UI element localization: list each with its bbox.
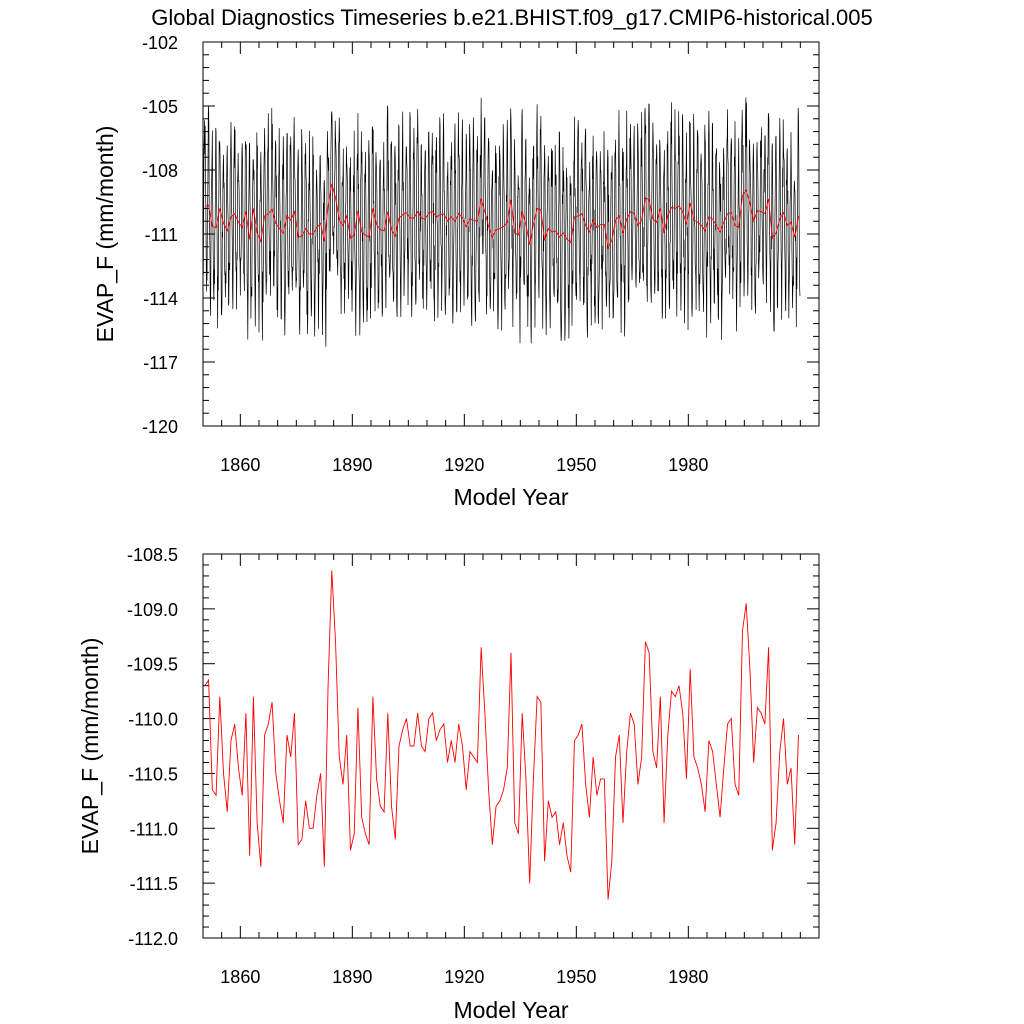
top-x-axis-label: Model Year [453, 484, 568, 510]
bottom-y-tick-label: -108.5 [127, 545, 178, 565]
bottom-y-tick-label: -111.5 [130, 874, 178, 894]
top-y-tick-label: -117 [143, 353, 178, 373]
bottom-panel: -112.0 -111.5 -111.0 -110.5 -110.0 -109.5 -109… [77, 545, 820, 1023]
top-panel: -120 -117 -114 -111 -108 -105 -102 1860 1890 192… [92, 33, 820, 510]
top-plot-frame [202, 41, 820, 427]
top-y-tick-labels: -120 -117 -114 -111 -108 -105 -102 [142, 33, 178, 437]
top-y-axis-label: EVAP_F (mm/month) [92, 126, 118, 343]
bottom-x-tick-label: 1950 [556, 967, 596, 987]
bottom-y-tick-label: -109.0 [127, 600, 178, 620]
top-y-tick-label: -120 [142, 417, 178, 437]
bottom-x-axis-label: Model Year [453, 997, 568, 1023]
bottom-x-tick-label: 1890 [332, 967, 372, 987]
top-y-tick-label: -114 [143, 289, 178, 309]
top-annual-mean-series-line [204, 183, 799, 250]
top-y-tick-label: -102 [142, 33, 178, 53]
top-y-tick-label: -108 [142, 161, 178, 181]
top-x-tick-label: 1860 [220, 455, 260, 475]
bottom-plot-frame [202, 553, 820, 939]
bottom-x-tick-label: 1920 [444, 967, 484, 987]
bottom-y-tick-labels: -112.0 -111.5 -111.0 -110.5 -110.0 -109.5 -109… [127, 545, 178, 949]
top-x-tick-label: 1890 [332, 455, 372, 475]
bottom-y-tick-label: -110.5 [128, 764, 178, 784]
figure-title: Global Diagnostics Timeseries b.e21.BHIS… [151, 5, 872, 30]
bottom-y-tick-label: -111.0 [130, 819, 178, 839]
top-x-tick-label: 1950 [556, 455, 596, 475]
bottom-annual-mean-series-line [204, 570, 799, 900]
bottom-y-tick-label: -109.5 [127, 655, 178, 675]
top-y-tick-label: -111 [145, 225, 178, 245]
top-x-tick-label: 1920 [444, 455, 484, 475]
top-series-group [202, 97, 801, 347]
top-y-tick-label: -105 [142, 97, 178, 117]
bottom-y-tick-label: -110.0 [128, 710, 178, 730]
top-monthly-series-line [202, 97, 801, 347]
bottom-x-tick-label: 1980 [668, 967, 708, 987]
top-x-tick-label: 1980 [668, 455, 708, 475]
bottom-y-axis-label: EVAP_F (mm/month) [77, 638, 103, 855]
bottom-x-tick-labels: 1860 1890 1920 1950 1980 [220, 967, 708, 987]
top-x-tick-labels: 1860 1890 1920 1950 1980 [220, 455, 708, 475]
bottom-ticks [202, 553, 820, 939]
bottom-x-tick-label: 1860 [220, 967, 260, 987]
bottom-series-group [204, 570, 799, 900]
bottom-y-tick-label: -112.0 [128, 929, 178, 949]
